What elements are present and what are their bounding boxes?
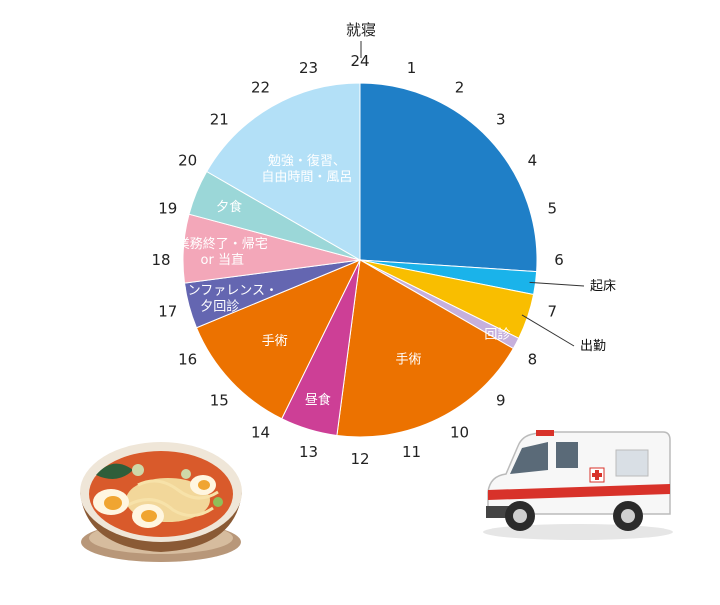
hour-label-19: 19 <box>158 199 177 217</box>
hour-label-8: 8 <box>528 351 538 369</box>
hour-label-21: 21 <box>210 110 229 128</box>
hour-label-22: 22 <box>251 79 270 97</box>
callout-label-0: 起床 <box>590 279 616 294</box>
pie-slices <box>182 82 538 438</box>
hour-label-23: 23 <box>299 59 318 77</box>
slice-label-study: 勉強・復習、自由時間・風呂 <box>261 153 352 185</box>
slice-label-surgery_pm: 手術 <box>262 334 288 349</box>
slice-label-lunch: 昼食 <box>305 392 331 408</box>
hour-label-9: 9 <box>496 392 506 410</box>
slice-label-conference: タカンファレンス・夕回診 <box>162 284 278 315</box>
hour-label-4: 4 <box>528 152 538 170</box>
ambulance-illustration <box>483 430 673 540</box>
callout-label-1: 出勤 <box>580 339 606 354</box>
hour-label-1: 1 <box>407 59 417 77</box>
top-label-bedtime: 就寝 <box>346 21 376 39</box>
hour-label-11: 11 <box>402 443 421 461</box>
hour-label-10: 10 <box>450 423 469 441</box>
slice-label-dinner: 夕食 <box>216 199 242 215</box>
pie-slice-surgery_am <box>336 259 514 438</box>
callout-line-0 <box>529 281 585 287</box>
hour-label-13: 13 <box>299 443 318 461</box>
hour-label-12: 12 <box>350 450 369 468</box>
ramen-bowl-illustration <box>80 442 242 562</box>
hour-label-2: 2 <box>455 79 465 97</box>
hour-label-15: 15 <box>210 392 229 410</box>
slice-label-surgery_am: 手術 <box>396 352 422 367</box>
hour-label-20: 20 <box>178 152 197 170</box>
slice-label-off_work: 業務終了・帰宅 or 当直 <box>177 236 268 268</box>
hour-label-24: 24 <box>350 52 369 70</box>
hour-label-17: 17 <box>158 303 177 321</box>
hour-label-18: 18 <box>151 251 170 269</box>
hour-label-16: 16 <box>178 351 197 369</box>
hour-label-14: 14 <box>251 423 270 441</box>
pie-slice-study <box>206 82 361 261</box>
hour-label-6: 6 <box>554 251 564 269</box>
hour-label-5: 5 <box>547 199 557 217</box>
pie-slice-sleep <box>359 82 538 273</box>
pie-slice-surgery_pm <box>195 259 362 420</box>
callout-line-1 <box>521 314 575 347</box>
slice-label-rounds: 回診 <box>484 326 510 342</box>
hour-label-3: 3 <box>496 110 506 128</box>
hour-label-7: 7 <box>547 303 557 321</box>
